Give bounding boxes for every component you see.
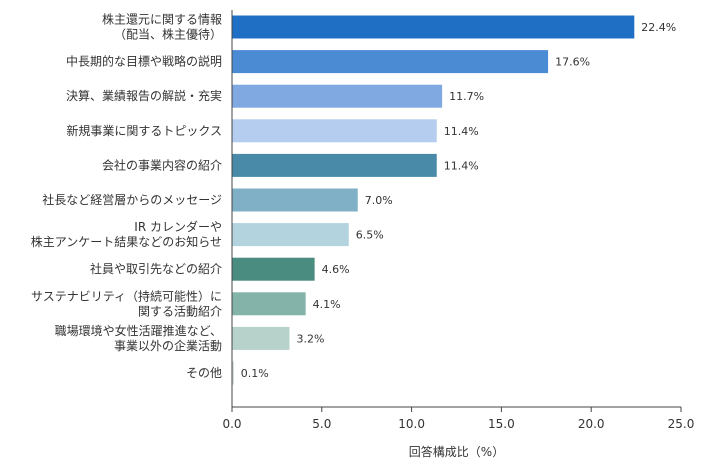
bar-4 xyxy=(232,153,437,177)
value-label-5: 7.0% xyxy=(365,194,393,207)
category-label-0-1: （配当、株主優待） xyxy=(114,27,222,42)
category-label-5-0: 社長など経営層からのメッセージ xyxy=(42,192,222,207)
bar-2 xyxy=(232,84,443,108)
value-label-9: 3.2% xyxy=(296,332,324,345)
bar-7 xyxy=(232,257,315,281)
value-label-2: 11.7% xyxy=(449,90,484,103)
category-label-6-1: 株主アンケート結果などのお知らせ xyxy=(31,234,222,249)
category-label-8-1: 関する活動紹介 xyxy=(138,304,222,318)
category-label-7-0: 社員や取引先などの紹介 xyxy=(90,261,222,276)
value-label-10: 0.1% xyxy=(241,367,269,380)
x-tick-label-1: 5.0 xyxy=(312,417,331,431)
bar-5 xyxy=(232,188,358,212)
x-tick-label-0: 0.0 xyxy=(222,417,241,431)
category-label-2-0: 決算、業績報告の解説・充実 xyxy=(66,88,222,103)
category-label-3-0: 新規事業に関するトピックス xyxy=(66,123,222,138)
x-axis-title: 回答構成比（%） xyxy=(409,444,504,459)
bar-3 xyxy=(232,119,437,143)
category-label-0-0: 株主還元に関する情報 xyxy=(102,12,222,27)
value-label-3: 11.4% xyxy=(444,125,479,138)
bar-8 xyxy=(232,292,306,316)
x-tick-label-2: 10.0 xyxy=(398,417,425,431)
category-label-9-1: 事業以外の企業活動 xyxy=(114,338,222,353)
value-label-7: 4.6% xyxy=(322,263,350,276)
bar-9 xyxy=(232,326,290,350)
bar-10 xyxy=(232,361,234,385)
value-label-0: 22.4% xyxy=(641,21,676,34)
x-tick-label-5: 25.0 xyxy=(668,417,695,431)
category-label-1-0: 中長期的な目標や戦略の説明 xyxy=(66,54,222,69)
bar-6 xyxy=(232,223,349,247)
category-label-4-0: 会社の事業内容の紹介 xyxy=(102,157,222,172)
bar-1 xyxy=(232,50,549,74)
value-label-8: 4.1% xyxy=(313,298,341,311)
value-label-4: 11.4% xyxy=(444,159,479,172)
category-label-10-0: その他 xyxy=(186,366,222,380)
value-label-1: 17.6% xyxy=(555,56,590,69)
category-label-9-0: 職場環境や女性活躍推進など、 xyxy=(55,323,222,338)
category-label-8-0: サステナビリティ（持続可能性）に xyxy=(31,288,222,303)
category-label-6-0: IR カレンダーや xyxy=(134,219,222,234)
x-tick-label-3: 15.0 xyxy=(488,417,515,431)
bar-0 xyxy=(232,15,635,39)
x-tick-label-4: 20.0 xyxy=(578,417,605,431)
value-label-6: 6.5% xyxy=(356,229,384,242)
